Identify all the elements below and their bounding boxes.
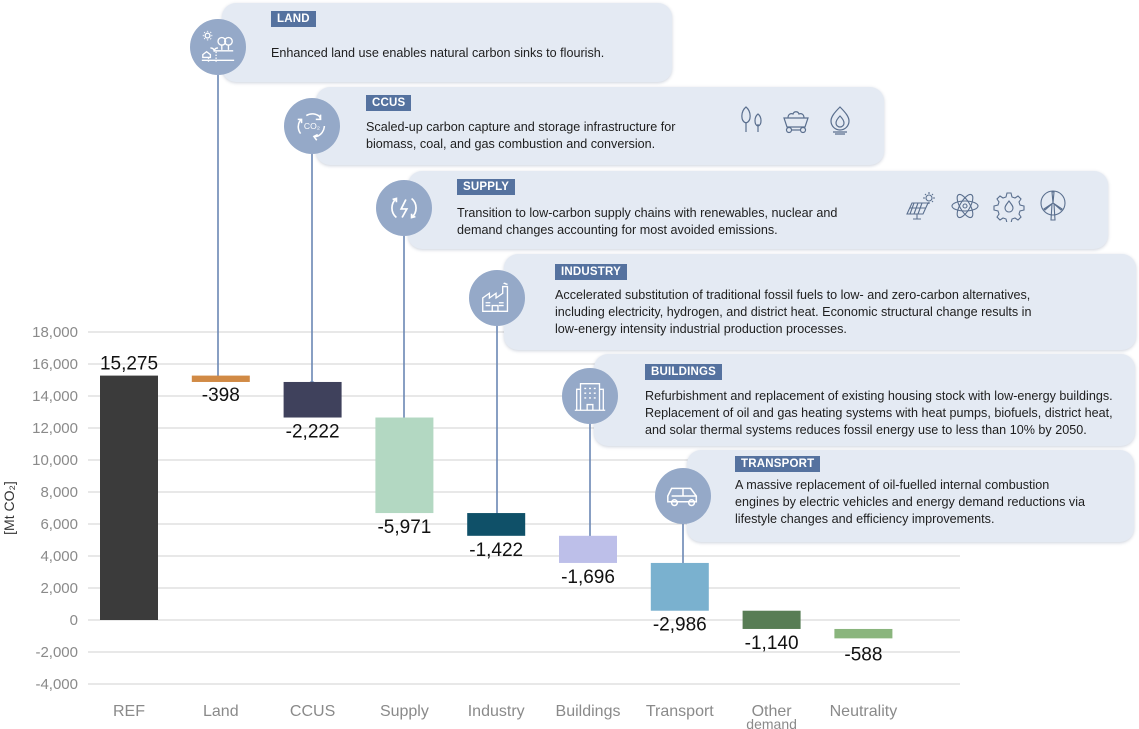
annotation-description: Enhanced land use enables natural carbon…: [271, 45, 604, 62]
description-line: Scaled-up carbon capture and storage inf…: [366, 120, 676, 134]
wind-turbine-icon: [1037, 190, 1069, 227]
value-label: -398: [202, 385, 240, 406]
description-line: engines by electric vehicles and energy …: [735, 495, 1086, 509]
y-tick-label: 18,000: [32, 324, 78, 341]
annotation-icon-row: [905, 190, 1069, 227]
y-tick-label: 8,000: [40, 484, 78, 501]
description-line: Transition to low-carbon supply chains w…: [457, 206, 838, 220]
bar-other-demand: [742, 610, 801, 629]
bar-neutrality: [834, 628, 893, 639]
y-tick-label: 16,000: [32, 356, 78, 373]
annotation-description: Scaled-up carbon capture and storage inf…: [366, 119, 675, 153]
annotation-description: A massive replacement of oil-fuelled int…: [735, 477, 1085, 528]
value-label: -1,422: [469, 540, 523, 561]
coal-cart-icon: [780, 104, 812, 141]
annotation-tag: INDUSTRY: [555, 264, 627, 280]
x-tick-label: demand: [746, 716, 797, 729]
svg-text:CO₂: CO₂: [304, 121, 320, 131]
factory-icon: [469, 270, 525, 326]
y-axis-label: [Mt CO₂]: [1, 481, 17, 535]
bar-ref: [100, 375, 158, 620]
gear-drop-icon: [993, 190, 1025, 227]
x-tick-label: Industry: [468, 703, 525, 720]
gas-flame-icon: [824, 104, 856, 141]
land-use-icon: [190, 19, 246, 75]
annotation-description: Accelerated substitution of traditional …: [555, 287, 1031, 338]
annotation-tag: CCUS: [366, 95, 412, 111]
bars: [100, 375, 893, 639]
car-icon: [655, 468, 711, 524]
y-axis-ticks: 18,000 16,000 14,000 12,000 10,000 8,000 6,000…: [32, 324, 78, 693]
bar-buildings: [559, 535, 617, 563]
description-line: biomass, coal, and gas combustion and co…: [366, 137, 656, 151]
y-tick-label: 12,000: [32, 420, 78, 437]
power-cycle-icon: [376, 180, 432, 236]
building-icon: [562, 368, 618, 424]
annotation-icon-row: [736, 104, 856, 141]
description-line: and solar thermal systems reduces fossil…: [645, 423, 1087, 437]
bar-land: [191, 375, 250, 382]
annotation-card-buildings: BUILDINGS Refurbishment and replacement o…: [594, 354, 1135, 446]
trees-icon: [736, 104, 768, 141]
atom-icon: [949, 190, 981, 227]
y-tick-label: -4,000: [35, 676, 78, 693]
value-labels: 15,275 -398 -2,222 -5,971 -1,422 -1,696 -2,986…: [100, 354, 882, 666]
value-label: -2,986: [653, 615, 707, 636]
y-tick-label: -2,000: [35, 644, 78, 661]
value-label: -1,140: [745, 633, 799, 654]
annotation-card-supply: SUPPLY Transition to low-carbon supply ch…: [408, 171, 1108, 249]
description-line: demand changes accounting for most avoid…: [457, 223, 778, 237]
value-label: -588: [844, 644, 882, 665]
x-tick-label: Buildings: [556, 703, 621, 720]
description-line: A massive replacement of oil-fuelled int…: [735, 478, 1050, 492]
bar-ccus: [283, 381, 342, 418]
y-tick-label: 14,000: [32, 388, 78, 405]
description-line: Replacement of oil and gas heating syste…: [645, 406, 1113, 420]
description-line: Refurbishment and replacement of existin…: [645, 389, 1113, 403]
bar-industry: [467, 513, 526, 536]
value-label: 15,275: [100, 354, 158, 375]
x-tick-label: Other: [752, 703, 793, 720]
y-tick-label: 0: [70, 612, 78, 629]
description-line: including electricity, hydrogen, and dis…: [555, 305, 1032, 319]
value-label: -1,696: [561, 567, 615, 588]
x-tick-label: REF: [113, 703, 145, 720]
x-tick-label: Supply: [380, 703, 429, 720]
annotation-tag: SUPPLY: [457, 179, 516, 195]
solar-panel-icon: [905, 190, 937, 227]
value-label: -5,971: [377, 517, 431, 538]
annotation-description: Transition to low-carbon supply chains w…: [457, 205, 837, 239]
annotation-tag: LAND: [271, 11, 316, 27]
bar-supply: [375, 417, 434, 514]
annotation-card-land: LAND Enhanced land use enables natural ca…: [222, 3, 672, 82]
description-line: Accelerated substitution of traditional …: [555, 288, 1031, 302]
y-tick-label: 2,000: [40, 580, 78, 597]
gridlines: [88, 331, 960, 685]
annotation-card-industry: INDUSTRY Accelerated substitution of trad…: [504, 254, 1136, 350]
annotation-tag: TRANSPORT: [735, 456, 821, 472]
co2-recycle-icon: CO₂: [284, 98, 340, 154]
bar-transport: [650, 562, 709, 611]
x-tick-label: Neutrality: [830, 703, 898, 720]
value-label: -2,222: [286, 422, 340, 443]
annotation-card-ccus: CCUS Scaled-up carbon capture and storage…: [316, 87, 884, 165]
x-tick-label: CCUS: [290, 703, 335, 720]
annotation-tag: BUILDINGS: [645, 364, 723, 380]
x-tick-label: Transport: [646, 703, 714, 720]
y-tick-label: 4,000: [40, 548, 78, 565]
description-line: low-energy intensity industrial producti…: [555, 322, 847, 336]
y-tick-label: 6,000: [40, 516, 78, 533]
description-line: Enhanced land use enables natural carbon…: [271, 46, 605, 60]
x-axis-labels: REF Land CCUS Supply Industry Buildings Transp…: [113, 703, 897, 729]
description-line: lifestyle changes and efficiency improve…: [735, 512, 995, 526]
x-tick-label: Land: [203, 703, 239, 720]
annotation-description: Refurbishment and replacement of existin…: [645, 388, 1113, 439]
y-tick-label: 10,000: [32, 452, 78, 469]
annotation-card-transport: TRANSPORT A massive replacement of oil-fu…: [687, 450, 1134, 542]
